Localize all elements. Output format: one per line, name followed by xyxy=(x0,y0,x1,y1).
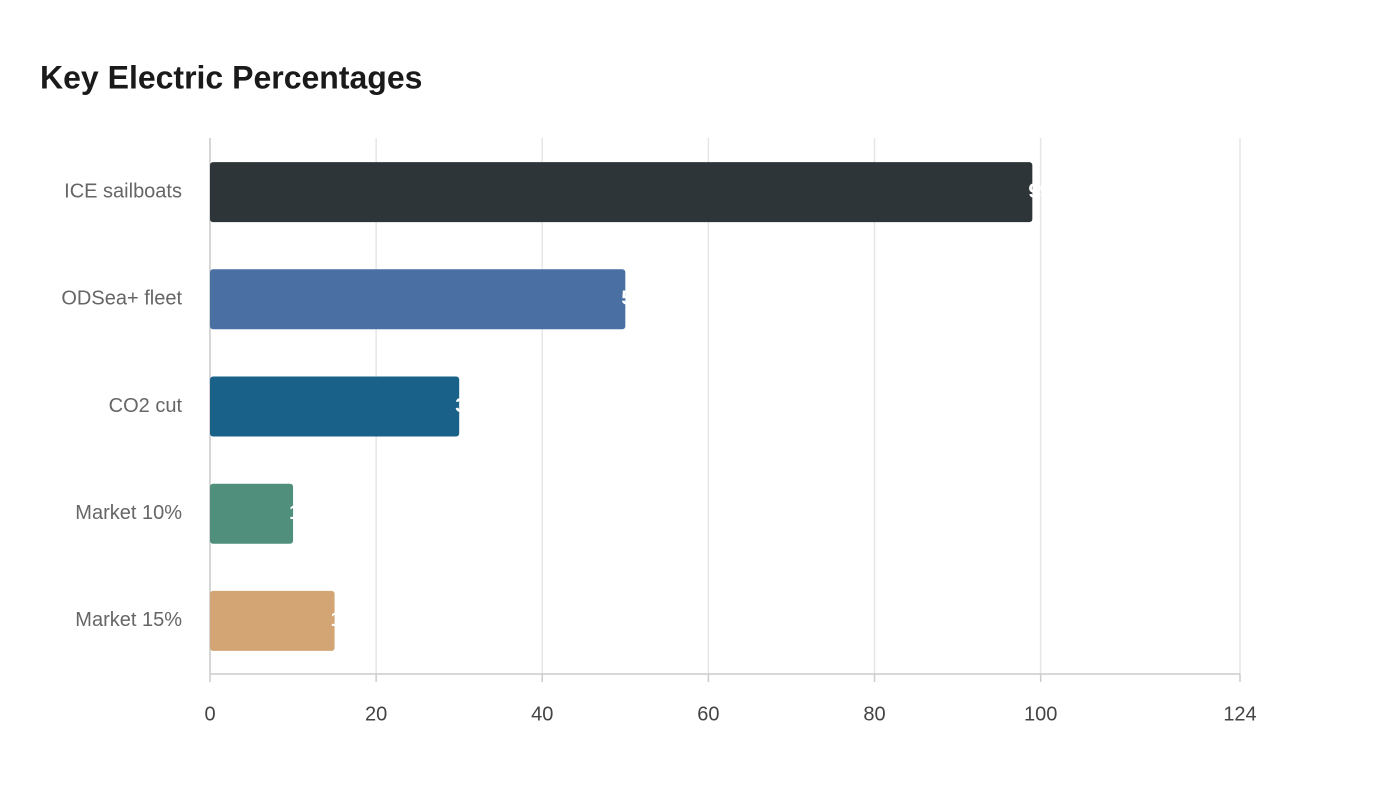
value-label: 50 xyxy=(621,288,643,310)
value-label: 15 xyxy=(331,609,353,631)
y-tick-label: CO2 cut xyxy=(109,395,183,417)
x-tick-label: 20 xyxy=(365,703,387,725)
bar xyxy=(210,269,626,330)
x-tick-label: 60 xyxy=(697,703,719,725)
bar xyxy=(210,483,294,544)
bar xyxy=(210,376,460,437)
y-tick-label: Market 15% xyxy=(75,609,182,631)
value-label: 99 xyxy=(1028,180,1050,202)
y-tick-label: ICE sailboats xyxy=(64,180,182,202)
bar xyxy=(210,590,335,651)
value-label: 30 xyxy=(455,395,477,417)
chart-title: Key Electric Percentages xyxy=(40,59,422,95)
x-tick-label: 80 xyxy=(863,703,885,725)
y-tick-label: Market 10% xyxy=(75,502,182,524)
y-tick-label: ODSea+ fleet xyxy=(61,288,182,310)
value-label: 10 xyxy=(289,502,311,524)
x-tick-label: 0 xyxy=(204,703,215,725)
x-tick-label: 40 xyxy=(531,703,553,725)
bar xyxy=(210,162,1033,223)
x-tick-label: 100 xyxy=(1024,703,1057,725)
x-tick-label: 124 xyxy=(1223,703,1256,725)
